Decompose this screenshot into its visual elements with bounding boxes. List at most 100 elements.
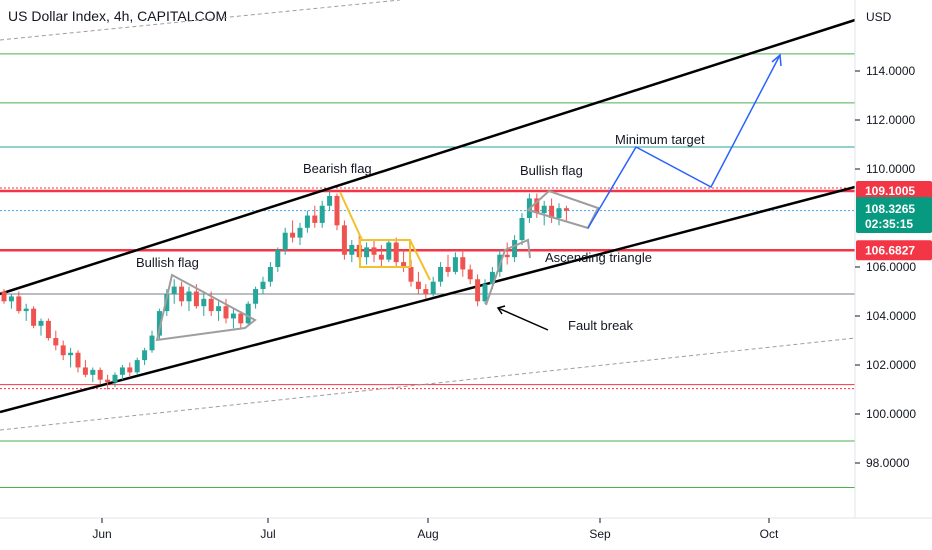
candle-body	[164, 293, 170, 312]
candle-body	[245, 303, 251, 324]
candle-body	[452, 257, 458, 272]
candle-body	[127, 367, 133, 373]
candle-body	[438, 267, 444, 282]
candle-body	[341, 225, 347, 255]
annotation-label: Ascending triangle	[545, 250, 652, 265]
candle-body	[216, 306, 222, 312]
candle-body	[267, 267, 273, 282]
current-price-tag	[856, 197, 932, 234]
candle-body	[238, 313, 244, 324]
candle-body	[297, 227, 303, 238]
y-tick-label: 114.0000	[866, 64, 915, 78]
candle-body	[541, 205, 547, 214]
candle-body	[275, 249, 281, 267]
candle-body	[60, 345, 66, 356]
candle-body	[415, 281, 421, 290]
candle-body	[304, 215, 310, 228]
bearish-flag-pole	[339, 191, 363, 241]
candle-body	[134, 360, 140, 373]
annotation-label: Bullish flag	[136, 255, 199, 270]
dashed-trendline-top	[0, 0, 401, 41]
candle-body	[467, 269, 473, 280]
x-tick-label: Sep	[589, 527, 611, 541]
candle-body	[186, 291, 192, 302]
candle-body	[349, 244, 355, 255]
price-tag-label: 109.1005	[865, 184, 915, 198]
bearish-flag-extension	[409, 239, 431, 281]
candle-body	[460, 257, 466, 270]
candle-body	[142, 350, 148, 361]
candle-body	[393, 242, 399, 263]
current-price-label: 108.3265	[865, 202, 915, 216]
pattern-drawings	[155, 53, 782, 342]
candle-body	[334, 195, 340, 226]
candle-body	[149, 335, 155, 351]
candle-body	[45, 320, 51, 339]
fault-break-arrow-line	[497, 307, 549, 331]
candle-body	[119, 367, 125, 375]
annotations: Bullish flag Bearish flag Bullish flag Mini…	[136, 132, 705, 333]
x-tick-label: Jun	[92, 527, 111, 541]
y-axis-currency-label: USD	[866, 10, 892, 24]
candle-body	[75, 352, 81, 368]
target-arrow-head	[771, 53, 782, 67]
y-tick-label: 98.0000	[866, 456, 910, 470]
candles	[1, 191, 569, 390]
channel-upper-line	[0, 18, 856, 296]
target-projection-path	[587, 54, 781, 229]
y-tick-label: 106.0000	[866, 260, 916, 274]
candle-body	[534, 198, 540, 214]
bullish-flag-1-outline	[155, 273, 257, 342]
annotation-label: Bullish flag	[520, 163, 583, 178]
price-tag	[856, 181, 932, 202]
candle-body	[171, 286, 177, 294]
x-tick-label: Oct	[760, 527, 779, 541]
y-tick-label: 112.0000	[866, 113, 915, 127]
candle-body	[16, 296, 22, 312]
candle-body	[482, 284, 488, 302]
candle-body	[260, 281, 266, 290]
candle-body	[179, 286, 185, 302]
ascending-triangle-outline	[485, 238, 531, 306]
candle-body	[68, 352, 74, 356]
y-tick-label: 100.0000	[866, 407, 916, 421]
candle-body	[90, 369, 96, 375]
candle-body	[38, 320, 44, 326]
candle-body	[378, 254, 384, 260]
candle-body	[282, 232, 288, 250]
candle-body	[549, 205, 555, 218]
channel-lower-line	[0, 185, 856, 414]
candle-body	[423, 289, 429, 294]
candle-body	[401, 262, 407, 267]
candle-body	[519, 218, 525, 241]
annotation-label: Fault break	[568, 318, 634, 333]
candle-body	[563, 208, 569, 211]
x-tick-label: Jul	[260, 527, 275, 541]
candle-body	[201, 298, 207, 307]
candle-body	[364, 247, 370, 258]
trend-drawings	[0, 0, 856, 431]
annotation-label: Bearish flag	[303, 161, 372, 176]
y-tick-label: 102.0000	[866, 358, 916, 372]
candle-body	[312, 215, 318, 223]
candle-body	[512, 240, 518, 258]
price-tag-label: 106.6827	[865, 243, 915, 257]
candle-body	[193, 291, 199, 307]
candle-body	[386, 242, 392, 260]
candle-body	[489, 271, 495, 285]
candle-body	[105, 379, 111, 383]
y-tick-label: 110.0000	[866, 162, 915, 176]
candle-body	[23, 308, 29, 312]
bullish-flag-2-outline	[526, 189, 600, 230]
candle-body	[253, 289, 259, 304]
fault-break-arrow-head	[496, 305, 506, 315]
candle-body	[371, 247, 377, 255]
x-tick-label: Aug	[417, 527, 438, 541]
candle-body	[504, 254, 510, 258]
countdown-label: 02:35:15	[865, 217, 913, 231]
candle-body	[53, 338, 59, 346]
annotation-label: Minimum target	[615, 132, 705, 147]
chart-title: US Dollar Index, 4h, CAPITALCOM	[8, 8, 228, 24]
